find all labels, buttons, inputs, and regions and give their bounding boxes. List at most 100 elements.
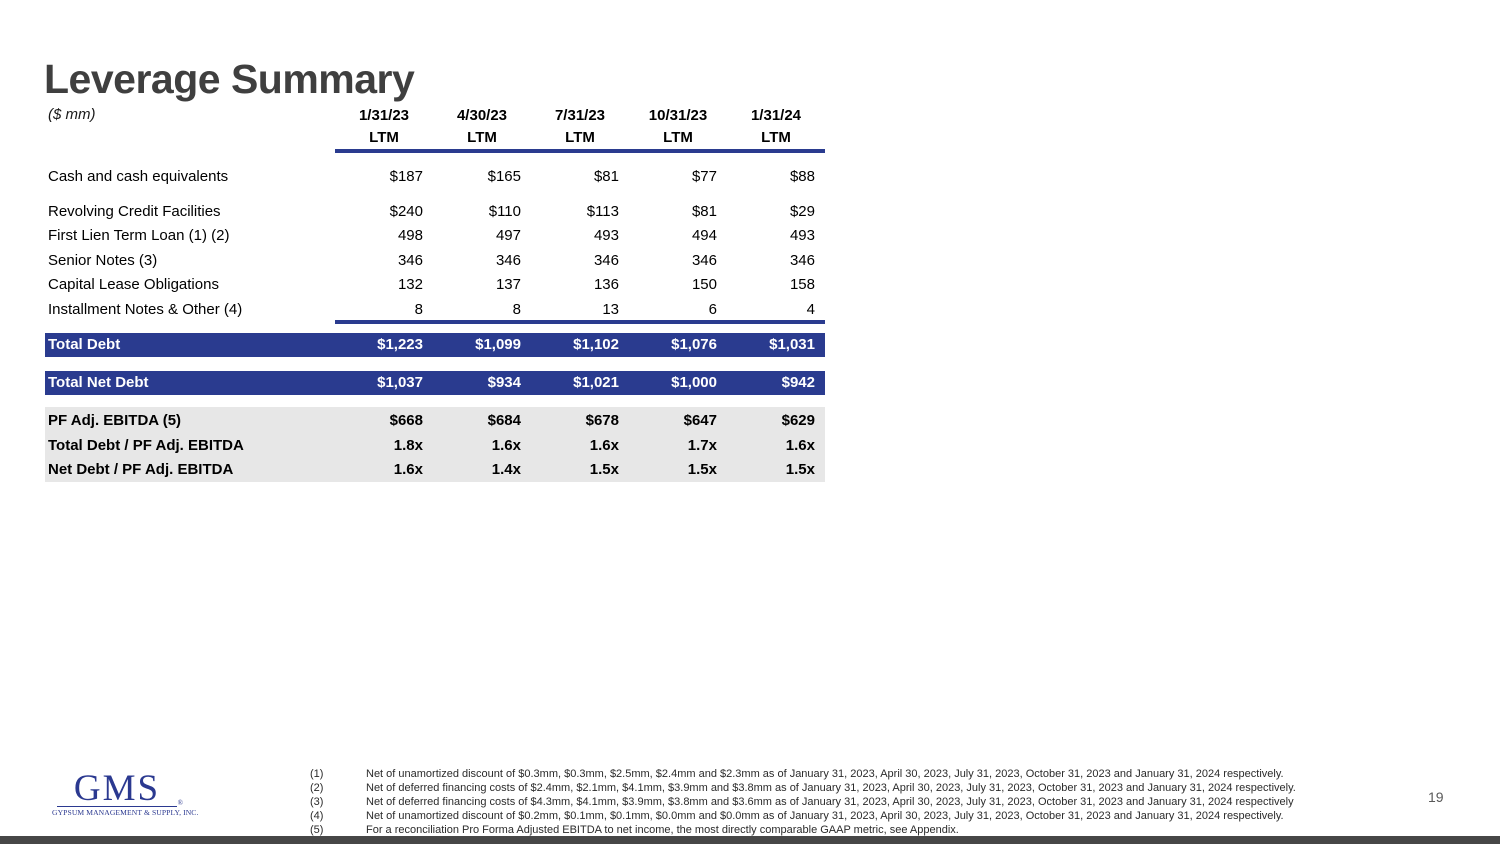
cell-value: $29 — [789, 203, 815, 220]
cell-value: 1.4x — [491, 461, 521, 478]
gms-logo-acronym: GMS — [73, 768, 161, 809]
footnote-number: (5) — [310, 824, 324, 836]
footnote: (5) For a reconciliation Pro Forma Adjus… — [310, 823, 1385, 837]
cell-value: 1.6x — [491, 437, 521, 454]
cell-value: 1.6x — [785, 437, 815, 454]
cell-value: 498 — [397, 227, 423, 244]
cell-value: $187 — [389, 168, 423, 185]
cell-value: $77 — [691, 168, 717, 185]
cell-value: $1,021 — [573, 374, 619, 391]
cell-value: 158 — [789, 276, 815, 293]
column-date: 10/31/23 — [648, 107, 708, 124]
cell-value: $240 — [389, 203, 423, 220]
column-period: LTM — [369, 129, 399, 146]
cell-value: $81 — [593, 168, 619, 185]
cell-value: 1.7x — [687, 437, 717, 454]
cell-value: 1.5x — [687, 461, 717, 478]
cell-value: 8 — [414, 301, 423, 318]
cell-value: 1.8x — [393, 437, 423, 454]
cell-value: $647 — [683, 412, 717, 429]
row-label: Senior Notes (3) — [48, 252, 158, 269]
gms-logo: GMS GYPSUM MANAGEMENT & SUPPLY, INC. ® — [52, 768, 199, 817]
footnote-number: (2) — [310, 782, 324, 794]
units-label: ($ mm) — [48, 106, 96, 123]
subtotal-rule — [335, 320, 825, 324]
cell-value: $668 — [389, 412, 423, 429]
cell-value: 1.5x — [785, 461, 815, 478]
footnote: (1) Net of unamortized discount of $0.3m… — [310, 767, 1385, 781]
cell-value: 346 — [789, 252, 815, 269]
cell-value: 494 — [691, 227, 717, 244]
row-label: Cash and cash equivalents — [48, 168, 229, 185]
cell-value: 493 — [789, 227, 815, 244]
column-header: 1/31/24 LTM — [727, 104, 825, 149]
column-period: LTM — [663, 129, 693, 146]
cell-value: $1,031 — [769, 336, 815, 353]
table-row: Installment Notes & Other (4) 8 8 13 6 4 — [45, 298, 825, 322]
gms-logo-rule — [57, 806, 177, 807]
footnote-number: (4) — [310, 810, 324, 822]
cell-value: 346 — [397, 252, 423, 269]
cell-value: $1,099 — [475, 336, 521, 353]
row-label: First Lien Term Loan (1) (2) — [48, 227, 230, 244]
row-label: Installment Notes & Other (4) — [48, 301, 243, 318]
cell-value: $934 — [487, 374, 521, 391]
cell-value: $81 — [691, 203, 717, 220]
cell-value: $678 — [585, 412, 619, 429]
page-number: 19 — [1428, 789, 1444, 805]
footnote: (3) Net of deferred financing costs of $… — [310, 795, 1385, 809]
cell-value: 150 — [691, 276, 717, 293]
row-label: Total Debt / PF Adj. EBITDA — [48, 437, 244, 454]
cell-value: $1,037 — [377, 374, 423, 391]
footnote-text: Net of unamortized discount of $0.3mm, $… — [366, 768, 1284, 780]
footnote-number: (1) — [310, 768, 324, 780]
row-label: Capital Lease Obligations — [48, 276, 219, 293]
cell-value: $113 — [586, 203, 619, 220]
table-row: Senior Notes (3) 346 346 346 346 346 — [45, 249, 825, 273]
footnote-text: Net of unamortized discount of $0.2mm, $… — [366, 810, 1284, 822]
cell-value: 493 — [593, 227, 619, 244]
table-row: Cash and cash equivalents $187 $165 $81 … — [45, 165, 825, 189]
cell-value: $942 — [781, 374, 815, 391]
footnote-text: Net of deferred financing costs of $4.3m… — [366, 796, 1294, 808]
cell-value: $1,076 — [671, 336, 717, 353]
cell-value: 6 — [708, 301, 717, 318]
footnote-number: (3) — [310, 796, 324, 808]
cell-value: 346 — [691, 252, 717, 269]
cell-value: 13 — [602, 301, 619, 318]
row-label: Revolving Credit Facilities — [48, 203, 221, 220]
cell-value: 132 — [397, 276, 423, 293]
column-header: 7/31/23 LTM — [531, 104, 629, 149]
footnote-text: For a reconciliation Pro Forma Adjusted … — [366, 824, 959, 836]
cell-value: 4 — [806, 301, 815, 318]
registered-trademark-icon: ® — [177, 799, 183, 807]
total-debt-row: Total Debt $1,223 $1,099 $1,102 $1,076 $… — [45, 333, 825, 357]
cell-value: 1.5x — [589, 461, 619, 478]
row-label: PF Adj. EBITDA (5) — [48, 412, 182, 429]
cell-value: 137 — [495, 276, 521, 293]
cell-value: 497 — [495, 227, 521, 244]
gms-logo-caption: GYPSUM MANAGEMENT & SUPPLY, INC. — [52, 808, 199, 817]
total-net-debt-row: Total Net Debt $1,037 $934 $1,021 $1,000… — [45, 371, 825, 395]
cell-value: 346 — [593, 252, 619, 269]
cell-value: $88 — [789, 168, 815, 185]
footnote: (2) Net of deferred financing costs of $… — [310, 781, 1385, 795]
column-date: 1/31/23 — [358, 107, 410, 124]
cell-value: $1,000 — [671, 374, 717, 391]
column-header: 10/31/23 LTM — [629, 104, 727, 149]
footnote: (4) Net of unamortized discount of $0.2m… — [310, 809, 1385, 823]
table-row: Total Debt / PF Adj. EBITDA 1.8x 1.6x 1.… — [45, 434, 825, 458]
header-rule — [335, 149, 825, 153]
column-period: LTM — [565, 129, 595, 146]
row-label: Net Debt / PF Adj. EBITDA — [48, 461, 234, 478]
column-header: 1/31/23 LTM — [335, 104, 433, 149]
cell-value: 136 — [593, 276, 619, 293]
table-row: Revolving Credit Facilities $240 $110 $1… — [45, 200, 825, 224]
ebitda-section — [45, 407, 825, 482]
cell-value: 1.6x — [393, 461, 423, 478]
cell-value: $110 — [488, 203, 521, 220]
row-label: Total Debt — [48, 336, 121, 353]
column-header: 4/30/23 LTM — [433, 104, 531, 149]
table-row: PF Adj. EBITDA (5) $668 $684 $678 $647 $… — [45, 409, 825, 433]
